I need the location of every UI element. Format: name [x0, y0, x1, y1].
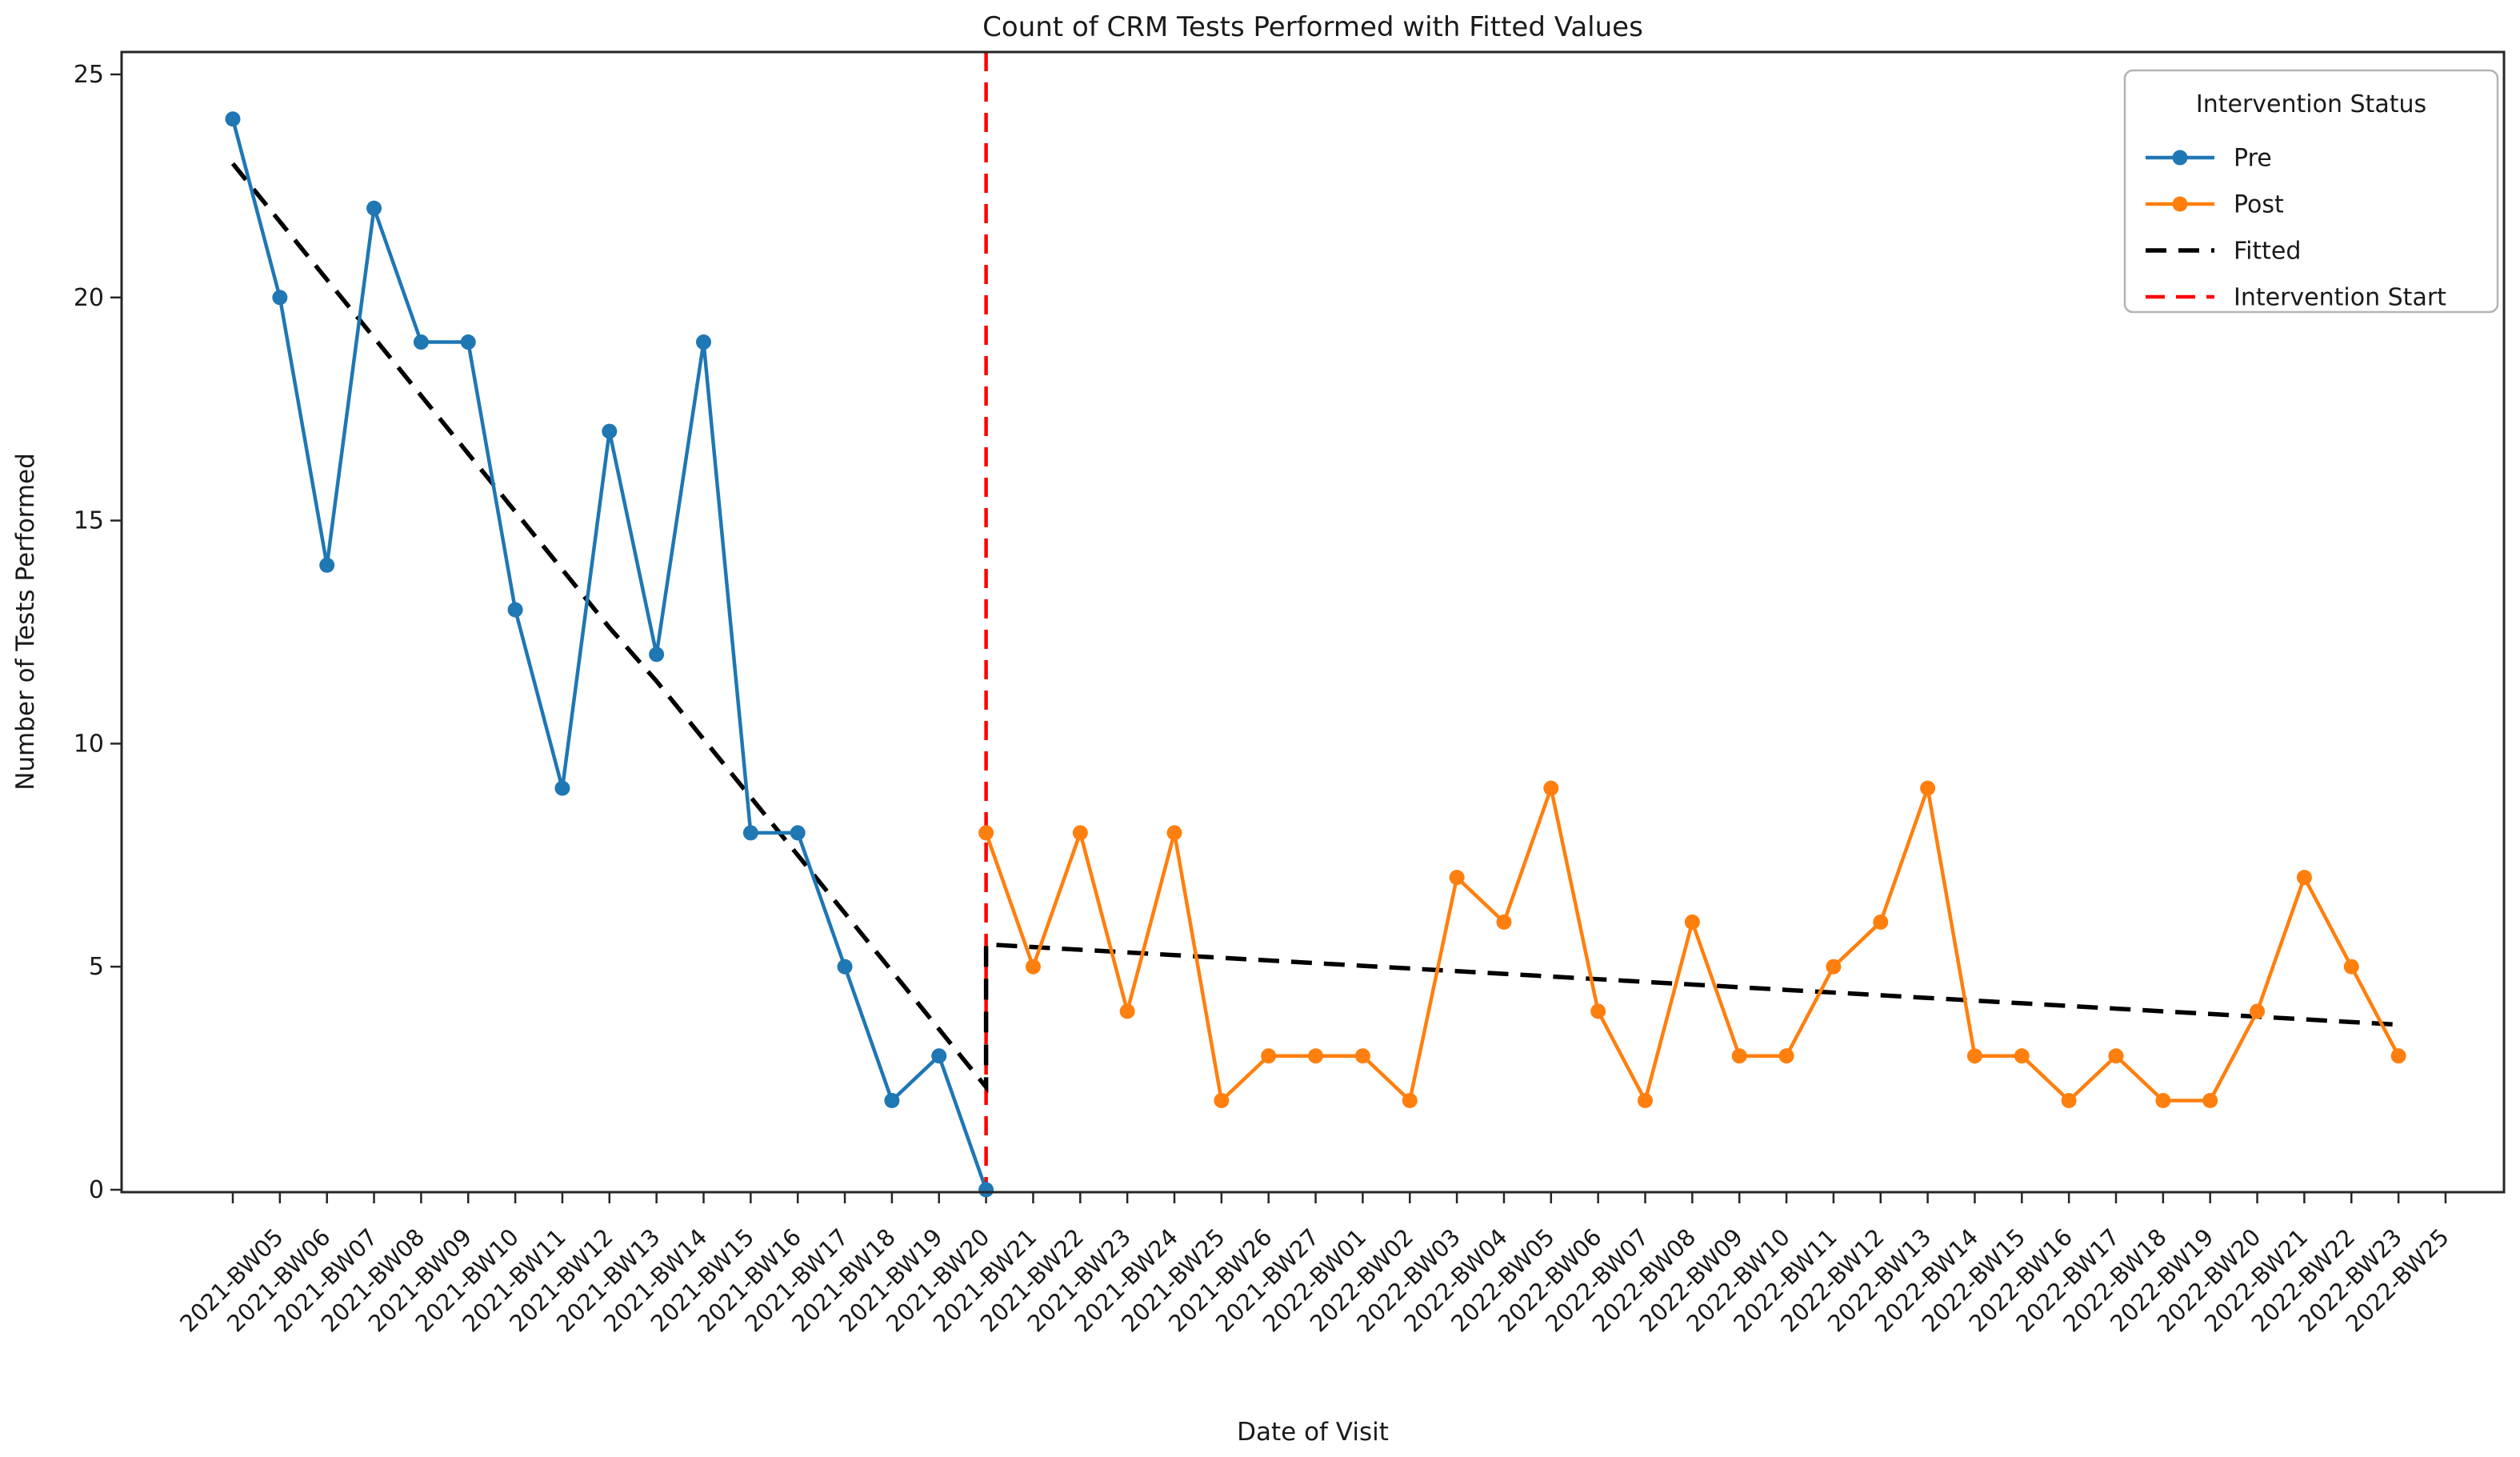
pre-marker — [366, 200, 382, 216]
post-marker — [1025, 959, 1041, 975]
pre-marker — [884, 1092, 900, 1108]
legend-title: Intervention Status — [2196, 90, 2426, 118]
post-marker — [1214, 1092, 1230, 1108]
post-marker — [1072, 825, 1088, 841]
legend-entry-label: Post — [2234, 191, 2284, 219]
post-marker — [1402, 1092, 1418, 1108]
post-marker — [1873, 914, 1889, 930]
pre-marker — [602, 423, 618, 439]
pre-marker — [554, 780, 570, 796]
post-marker — [1354, 1048, 1370, 1064]
post-marker — [2343, 959, 2359, 975]
legend-entry-pre: Pre — [2146, 145, 2272, 173]
post-marker — [1543, 780, 1559, 796]
y-tick-label: 0 — [89, 1176, 104, 1204]
pre-marker — [460, 334, 476, 350]
pre-marker — [742, 825, 758, 841]
post-marker — [2155, 1092, 2171, 1108]
post-marker — [2061, 1092, 2077, 1108]
post-marker — [1731, 1048, 1747, 1064]
legend: Intervention Status Pre Post Fitted Inte… — [2123, 69, 2499, 314]
pre-marker — [931, 1048, 947, 1064]
pre-marker — [272, 290, 288, 306]
post-marker — [1826, 959, 1842, 975]
legend-entry-post: Post — [2146, 191, 2284, 219]
post-marker — [2202, 1092, 2218, 1108]
post-marker — [2014, 1048, 2030, 1064]
y-axis-label: Number of Tests Performed — [11, 453, 40, 791]
pre-marker — [319, 557, 335, 573]
pre-marker — [225, 111, 241, 127]
legend-entry-label: Pre — [2234, 145, 2272, 173]
legend-box — [2123, 69, 2499, 314]
post-marker — [1308, 1048, 1324, 1064]
post-marker — [2390, 1048, 2406, 1064]
pre-marker — [649, 646, 665, 662]
x-axis-label: Date of Visit — [1237, 1418, 1389, 1447]
post-marker — [978, 825, 994, 841]
post-marker — [1119, 1003, 1135, 1019]
fitted-line — [230, 162, 2399, 1094]
pre-marker — [837, 959, 853, 975]
post-marker — [1966, 1048, 1982, 1064]
pre-marker — [413, 334, 429, 350]
post-marker — [1166, 825, 1182, 841]
plot-border — [120, 50, 2506, 1194]
y-tick-label: 25 — [74, 61, 104, 89]
pre-marker — [790, 825, 806, 841]
post-marker — [1778, 1048, 1794, 1064]
y-tick-label: 5 — [89, 953, 104, 981]
y-tick-label: 10 — [74, 730, 104, 758]
pre-marker — [978, 1182, 994, 1198]
post-marker — [1496, 914, 1512, 930]
post-marker — [1920, 780, 1936, 796]
y-tick-label: 15 — [74, 507, 104, 535]
y-tick-label: 20 — [74, 284, 104, 312]
pre-marker — [507, 602, 523, 618]
legend-post-marker-sample — [2172, 196, 2188, 212]
pre-marker — [696, 334, 711, 350]
post-marker — [2108, 1048, 2124, 1064]
legend-entry-label: Intervention Start — [2234, 284, 2446, 312]
legend-entry-intervention: Intervention Start — [2146, 284, 2446, 312]
post-marker — [1684, 914, 1700, 930]
legend-pre-marker-sample — [2172, 150, 2188, 166]
post-marker — [1590, 1003, 1606, 1019]
post-marker — [1449, 870, 1465, 886]
legend-entry-label: Fitted — [2234, 238, 2301, 266]
post-marker — [1261, 1048, 1277, 1064]
post-marker — [2250, 1003, 2266, 1019]
post-marker — [1638, 1092, 1653, 1108]
post-marker — [2296, 870, 2312, 886]
chart-title: Count of CRM Tests Performed with Fitted… — [982, 11, 1643, 43]
chart-series-layer: 05101520252021-BW052021-BW062021-BW07202… — [74, 52, 2454, 1338]
legend-entry-fitted: Fitted — [2146, 238, 2301, 266]
